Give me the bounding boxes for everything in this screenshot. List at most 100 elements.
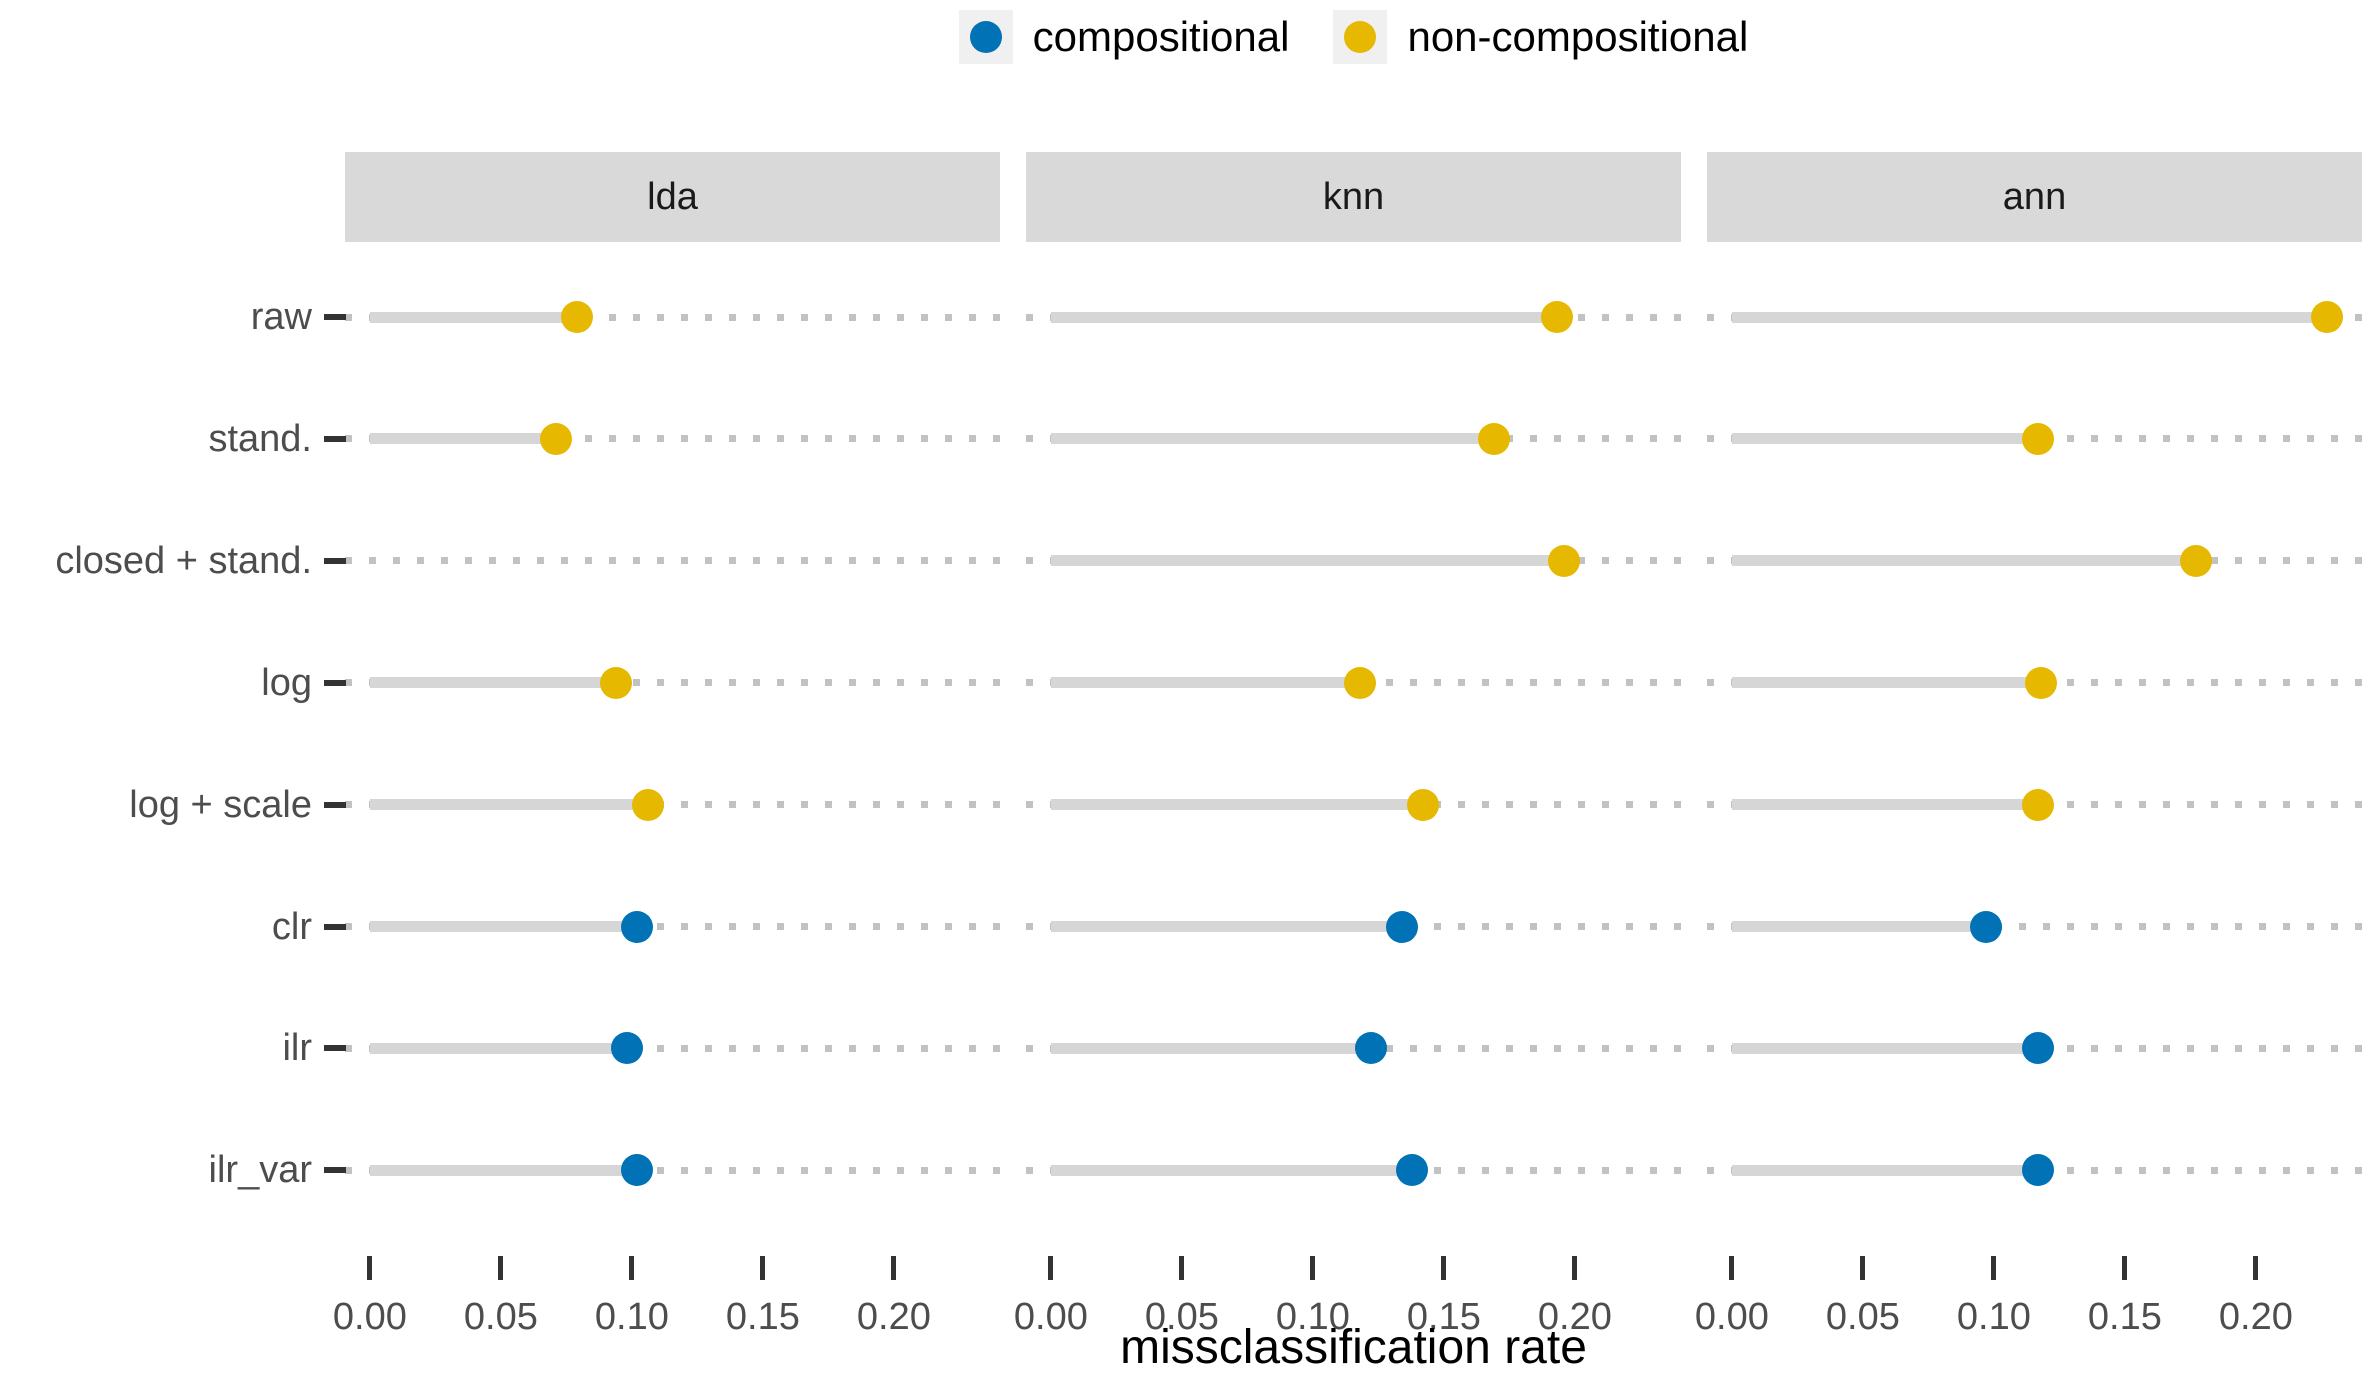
x-axis-tick (2253, 1256, 2259, 1280)
data-point (621, 910, 654, 943)
y-axis-label: ilr_var (208, 1149, 312, 1192)
data-point (610, 1032, 643, 1065)
x-axis-tick-label: 0.00 (1694, 1296, 1769, 1338)
x-axis-tick (498, 1256, 504, 1280)
facet-panel-knn (1026, 242, 1681, 1250)
x-axis-tick (1441, 1256, 1447, 1280)
y-axis-tick (324, 1045, 346, 1052)
x-axis-tick-label: 0.10 (1956, 1296, 2031, 1338)
x-axis-tick-label: 0.15 (1406, 1296, 1481, 1338)
data-point (2179, 544, 2212, 577)
value-line (1050, 433, 1494, 445)
data-point (1406, 788, 1439, 821)
legend-dot-icon (1344, 21, 1377, 53)
y-axis-tick (324, 679, 346, 686)
x-axis-tick (891, 1256, 897, 1280)
x-axis-title: missclassification rate (1120, 1321, 1587, 1374)
y-axis-tick (324, 801, 346, 808)
legend-key (958, 10, 1013, 64)
x-axis-tick (1991, 1256, 1997, 1280)
value-line (369, 1042, 627, 1054)
y-axis-label: raw (250, 296, 312, 338)
y-axis-tick (324, 435, 346, 442)
value-line (1731, 799, 2039, 811)
data-point (560, 301, 593, 333)
y-axis-label: log + scale (129, 783, 312, 826)
x-axis-tick-label: 0.15 (725, 1296, 800, 1338)
value-line (1050, 799, 1423, 811)
value-line (1731, 1164, 2039, 1176)
facet-strip-ann: ann (1707, 152, 2362, 242)
facet-strip-knn: knn (1026, 152, 1681, 242)
x-axis-tick (1048, 1256, 1054, 1280)
range-line (345, 923, 1000, 930)
y-axis-tick (324, 1167, 346, 1174)
x-axis-tick-label: 0.00 (332, 1296, 407, 1338)
data-point (1477, 422, 1510, 455)
y-axis-tick (324, 923, 346, 930)
value-line (1050, 1164, 1413, 1176)
data-point (1344, 666, 1377, 699)
x-axis-tick-label: 0.00 (1013, 1296, 1088, 1338)
y-axis-label: log (261, 661, 312, 704)
data-point (2022, 1032, 2055, 1065)
x-axis-tick-label: 0.05 (463, 1296, 538, 1338)
range-line (345, 679, 1000, 687)
value-line (1731, 921, 1986, 932)
y-axis-label: ilr (282, 1027, 312, 1070)
x-axis-tick (1310, 1256, 1316, 1280)
legend-key (1333, 10, 1388, 64)
data-point (631, 788, 664, 821)
data-point (2022, 422, 2055, 455)
data-point (1354, 1032, 1387, 1065)
value-line (369, 311, 577, 323)
range-line (345, 557, 1000, 565)
legend: compositional non-compositional (345, 6, 2362, 68)
x-axis-tick (1572, 1256, 1578, 1280)
data-point (2022, 788, 2055, 821)
data-point (1970, 910, 2003, 943)
legend-item-label: compositional (1032, 13, 1290, 60)
legend-item-label: non-compositional (1407, 13, 1749, 60)
facet-panel-ann (1707, 242, 2362, 1250)
value-line (1050, 921, 1402, 932)
data-point (1385, 910, 1418, 943)
data-point (539, 422, 572, 455)
facet-strip-lda: lda (345, 152, 1000, 242)
x-axis-tick (629, 1256, 635, 1280)
value-line (1050, 311, 1557, 323)
x-axis-tick (1860, 1256, 1866, 1280)
value-line (369, 677, 617, 689)
data-point (1548, 544, 1581, 577)
range-line (345, 313, 1000, 321)
value-line (1731, 555, 2196, 567)
range-line (345, 435, 1000, 443)
data-point (600, 666, 633, 699)
value-line (1050, 677, 1361, 689)
y-axis-tick (324, 314, 346, 320)
legend-item-non-compositional: non-compositional (1333, 10, 1748, 64)
value-line (1731, 677, 2042, 689)
x-axis-tick (2122, 1256, 2128, 1280)
x-axis-tick (367, 1256, 373, 1280)
x-axis-tick (1179, 1256, 1185, 1280)
data-point (621, 1154, 654, 1187)
range-line (345, 1166, 1000, 1174)
x-axis-tick-label: 0.20 (1537, 1296, 1612, 1338)
legend-item-compositional: compositional (958, 10, 1290, 64)
value-line (369, 433, 556, 445)
range-line (1707, 923, 2362, 930)
x-axis-tick-label: 0.20 (856, 1296, 931, 1338)
value-line (369, 1164, 638, 1176)
value-line (1731, 433, 2039, 445)
facet-panel-lda (345, 242, 1000, 1250)
data-point (2025, 666, 2058, 699)
value-line (1731, 311, 2327, 323)
x-axis-tick-label: 0.15 (2087, 1296, 2162, 1338)
range-line (345, 801, 1000, 809)
x-axis-tick-label: 0.05 (1825, 1296, 1900, 1338)
data-point (2022, 1154, 2055, 1187)
data-point (1396, 1154, 1429, 1187)
y-axis-label: clr (271, 905, 312, 948)
value-line (1050, 555, 1565, 567)
